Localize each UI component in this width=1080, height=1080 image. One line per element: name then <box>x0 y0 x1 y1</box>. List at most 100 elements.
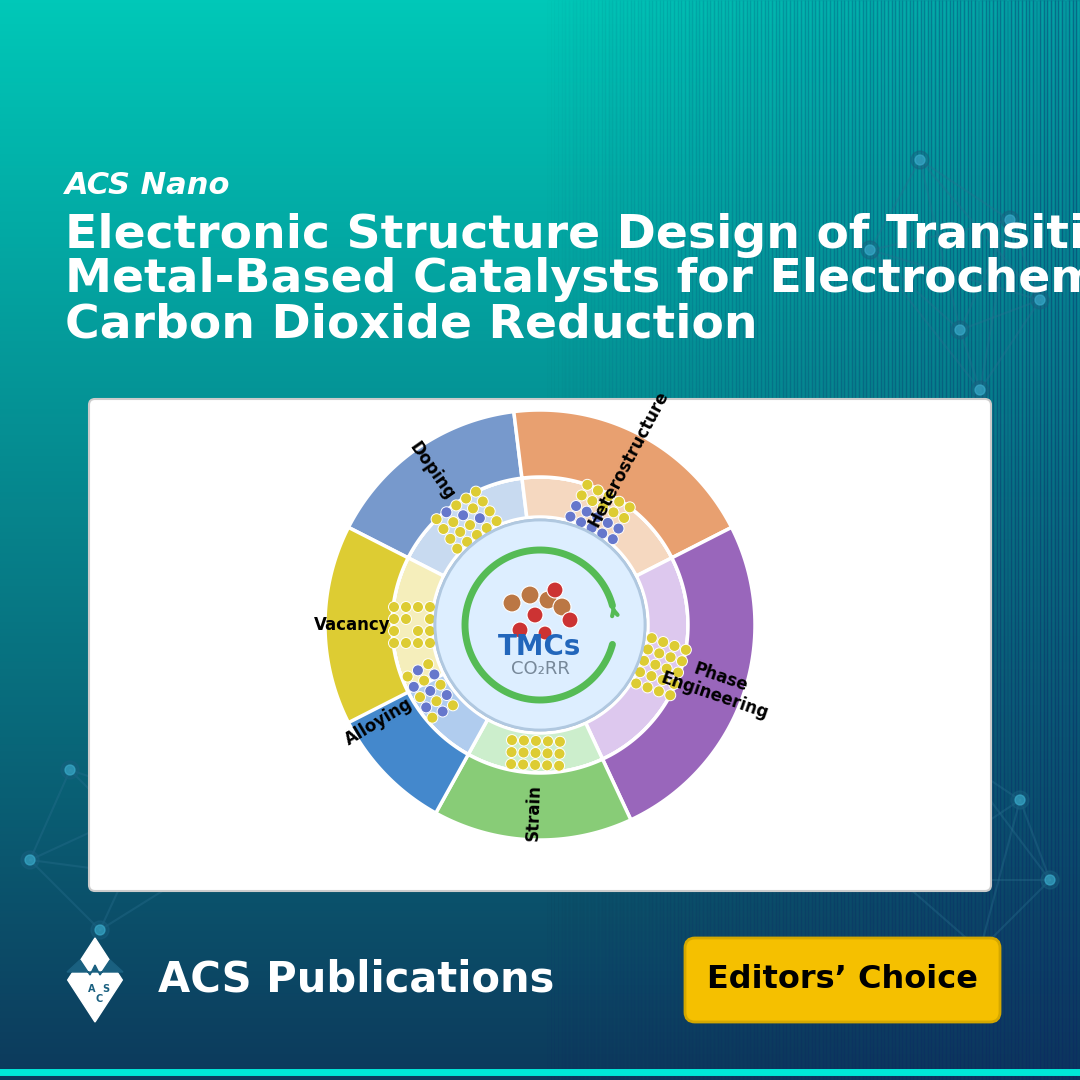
Circle shape <box>422 659 434 670</box>
FancyBboxPatch shape <box>685 939 1000 1022</box>
Bar <box>0 144 1080 148</box>
Circle shape <box>597 528 608 539</box>
Circle shape <box>507 746 517 757</box>
Bar <box>0 14 1080 18</box>
Bar <box>0 446 1080 450</box>
Circle shape <box>431 696 442 706</box>
Bar <box>0 1001 1080 1004</box>
Bar <box>666 0 671 1080</box>
Circle shape <box>951 321 969 339</box>
Bar <box>0 356 1080 360</box>
Bar <box>0 612 1080 616</box>
Bar <box>0 386 1080 389</box>
Bar <box>0 738 1080 742</box>
Bar <box>903 0 906 1080</box>
Bar <box>0 461 1080 464</box>
Bar <box>612 0 616 1080</box>
Bar <box>0 1069 1080 1072</box>
Polygon shape <box>325 527 408 723</box>
Bar <box>0 929 1080 932</box>
Circle shape <box>171 870 189 889</box>
Bar <box>924 0 928 1080</box>
Bar <box>0 936 1080 940</box>
Circle shape <box>484 505 496 517</box>
Bar <box>0 835 1080 839</box>
Bar <box>0 572 1080 576</box>
Bar <box>0 623 1080 626</box>
Bar <box>0 950 1080 954</box>
Bar <box>914 0 917 1080</box>
Bar <box>0 159 1080 162</box>
Bar <box>779 0 783 1080</box>
Bar <box>620 0 623 1080</box>
Circle shape <box>435 519 645 730</box>
Bar <box>616 0 620 1080</box>
Circle shape <box>413 637 423 648</box>
Bar <box>711 0 714 1080</box>
Circle shape <box>658 636 669 648</box>
Bar <box>663 0 666 1080</box>
Bar <box>0 273 1080 278</box>
Circle shape <box>971 941 989 959</box>
Bar <box>703 0 706 1080</box>
Circle shape <box>865 245 875 255</box>
FancyBboxPatch shape <box>89 399 991 891</box>
Bar <box>0 720 1080 724</box>
Bar <box>0 464 1080 468</box>
Bar <box>1018 0 1022 1080</box>
Bar <box>674 0 677 1080</box>
Bar <box>0 983 1080 986</box>
Circle shape <box>646 633 658 644</box>
Circle shape <box>1041 870 1059 889</box>
Polygon shape <box>522 477 672 576</box>
Circle shape <box>471 486 482 497</box>
Text: Strain: Strain <box>524 784 543 841</box>
Bar <box>954 0 957 1080</box>
Polygon shape <box>392 557 444 692</box>
Circle shape <box>389 602 400 612</box>
Bar <box>989 0 993 1080</box>
Bar <box>0 111 1080 116</box>
Bar <box>0 964 1080 969</box>
Text: A: A <box>87 984 95 994</box>
Circle shape <box>389 613 400 624</box>
Polygon shape <box>67 960 123 975</box>
Bar <box>0 450 1080 454</box>
Bar <box>0 508 1080 511</box>
Bar <box>0 511 1080 515</box>
Text: Phase
Engineering: Phase Engineering <box>659 650 778 723</box>
Bar <box>0 659 1080 662</box>
Bar <box>754 0 757 1080</box>
Bar <box>0 486 1080 489</box>
Bar <box>848 0 852 1080</box>
Bar <box>548 0 551 1080</box>
Bar <box>554 0 558 1080</box>
Bar <box>0 137 1080 140</box>
Circle shape <box>424 613 435 624</box>
Bar <box>0 583 1080 586</box>
Bar <box>0 748 1080 753</box>
Bar <box>0 694 1080 699</box>
Bar <box>0 54 1080 57</box>
Bar <box>0 421 1080 424</box>
Bar <box>609 0 612 1080</box>
Circle shape <box>175 875 185 885</box>
Bar <box>1062 0 1066 1080</box>
Polygon shape <box>585 557 688 759</box>
Bar <box>0 504 1080 508</box>
Circle shape <box>915 156 924 165</box>
Circle shape <box>60 761 79 779</box>
Bar <box>0 180 1080 184</box>
Bar <box>1055 0 1058 1080</box>
Bar <box>946 0 949 1080</box>
Circle shape <box>661 663 672 674</box>
Bar <box>0 832 1080 835</box>
Bar <box>0 878 1080 882</box>
Circle shape <box>156 795 165 805</box>
Bar <box>0 108 1080 111</box>
Bar <box>0 1062 1080 1066</box>
Bar <box>0 407 1080 410</box>
Bar <box>909 0 914 1080</box>
Bar <box>1066 0 1069 1080</box>
Circle shape <box>415 691 426 703</box>
